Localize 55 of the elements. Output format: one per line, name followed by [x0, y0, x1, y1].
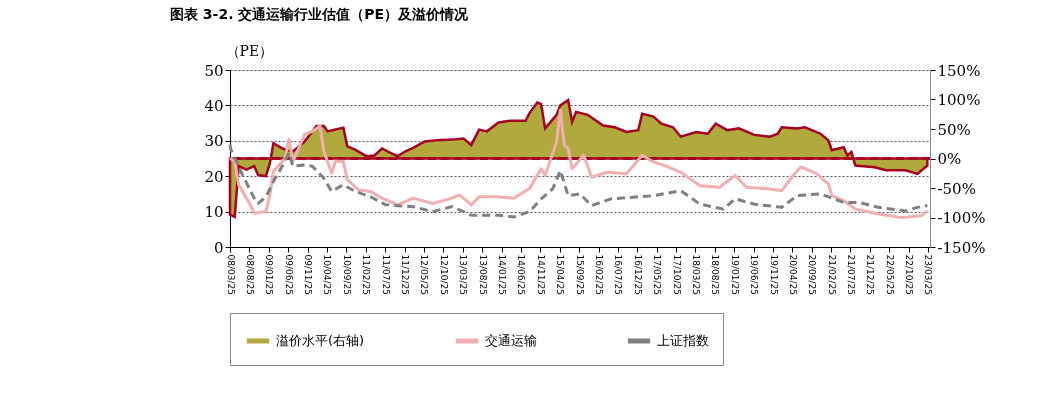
- x-tick-label: 10/09/25: [341, 254, 352, 295]
- x-tick-label: 18/08/25: [710, 254, 721, 295]
- x-tick-label: 19/06/25: [749, 254, 760, 295]
- x-tick-label: 09/01/25: [264, 254, 275, 295]
- x-tick-label: 13/08/25: [477, 254, 488, 295]
- x-tick-label: 21/12/25: [865, 254, 876, 295]
- y-axis-title: （PE）: [225, 42, 274, 59]
- x-tick-label: 16/07/25: [613, 254, 624, 295]
- y2-tick-label: -50%: [937, 179, 976, 198]
- x-tick-label: 08/08/25: [244, 254, 255, 295]
- x-tick-label: 15/09/25: [574, 254, 585, 295]
- x-tick-label: 15/04/25: [555, 254, 566, 295]
- y2-tick-label: 100%: [937, 91, 981, 109]
- y-tick-label: 10: [204, 203, 224, 222]
- x-tick-label: 14/06/25: [516, 254, 527, 295]
- x-tick-label: 14/11/25: [535, 254, 546, 295]
- y2-tick-label: -150%: [937, 238, 986, 257]
- x-tick-label: 23/03/25: [923, 254, 934, 295]
- x-tick-label: 14/01/25: [497, 254, 508, 295]
- x-tick-label: 13/03/25: [458, 254, 469, 295]
- x-tick-label: 20/09/25: [807, 254, 818, 295]
- x-tick-label: 17/10/25: [671, 254, 682, 295]
- legend-label: 溢价水平(右轴): [276, 333, 365, 348]
- x-tick-label: 09/06/25: [283, 254, 294, 295]
- x-tick-label: 21/02/25: [826, 254, 837, 295]
- y-tick-label: 40: [204, 96, 224, 115]
- legend-label: 交通运输: [485, 333, 537, 348]
- x-tick-label: 21/07/25: [846, 254, 856, 295]
- x-tick-label: 11/07/25: [380, 254, 391, 295]
- legend-label: 上证指数: [657, 333, 709, 348]
- y2-tick-label: 150%: [937, 61, 981, 80]
- y2-tick-label: 0%: [937, 150, 962, 168]
- x-tick-label: 22/05/25: [884, 254, 895, 295]
- x-tick-label: 12/10/25: [438, 254, 449, 295]
- y-tick-label: 0: [213, 238, 224, 257]
- x-tick-label: 10/04/25: [322, 254, 333, 295]
- y2-tick-label: 50%: [937, 120, 971, 139]
- x-tick-label: 16/02/25: [594, 254, 605, 295]
- x-tick-label: 11/02/25: [361, 254, 372, 295]
- x-tick-label: 11/12/25: [400, 254, 411, 295]
- x-tick-label: 19/01/25: [729, 254, 740, 295]
- x-tick-label: 09/11/25: [303, 254, 314, 295]
- x-tick-label: 12/05/25: [419, 254, 430, 295]
- x-tick-label: 22/10/25: [904, 254, 915, 295]
- x-tick-label: 16/12/25: [632, 254, 643, 295]
- y-tick-label: 20: [204, 167, 224, 186]
- chart-title: 图表 3-2. 交通运输行业估值（PE）及溢价情况: [170, 6, 470, 22]
- y-tick-label: 30: [204, 132, 224, 151]
- x-tick-label: 20/04/25: [787, 254, 798, 295]
- x-tick-label: 08/03/25: [225, 254, 236, 295]
- y-tick-label: 50: [204, 61, 224, 80]
- x-tick-label: 18/03/25: [690, 254, 701, 295]
- x-tick-label: 19/11/25: [768, 254, 779, 295]
- x-tick-label: 17/05/25: [652, 254, 663, 295]
- y2-tick-label: -100%: [937, 209, 986, 227]
